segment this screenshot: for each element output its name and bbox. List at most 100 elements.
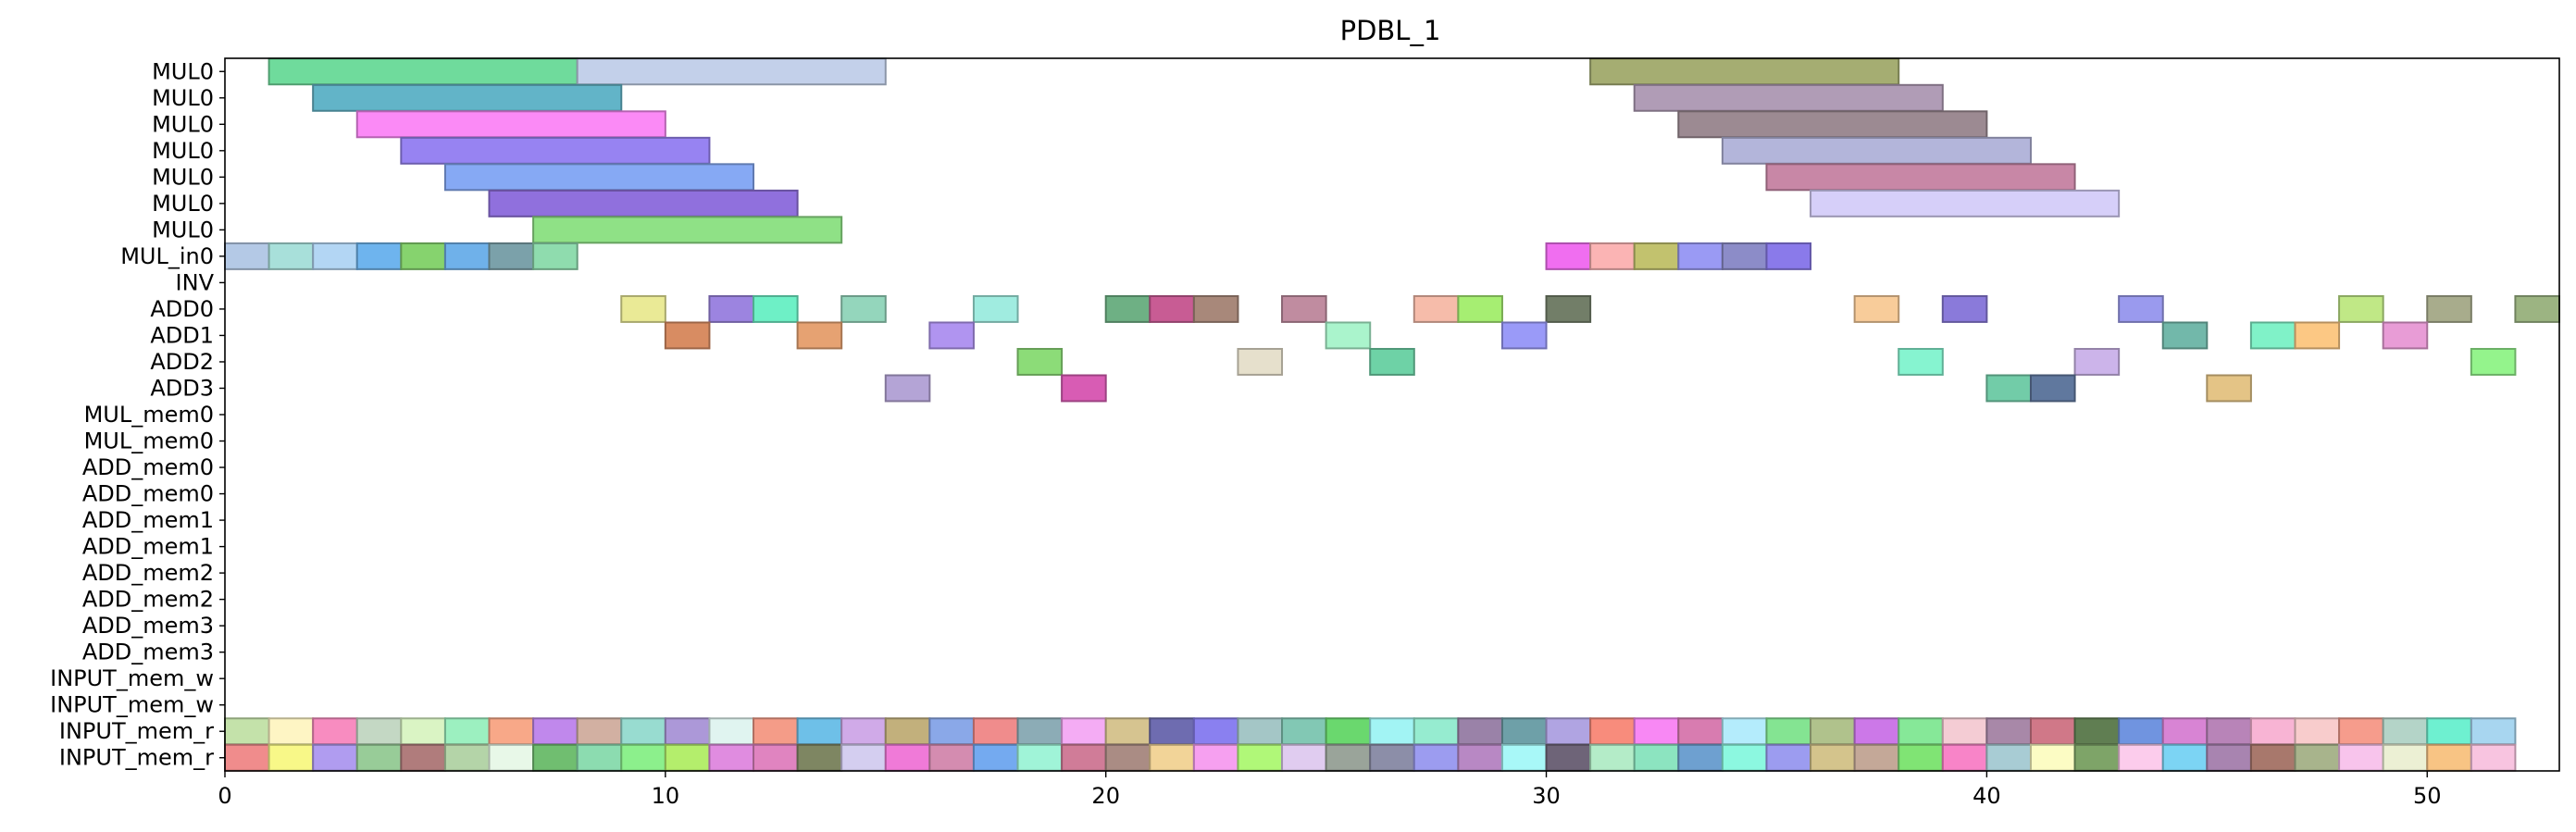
y-tick-label: MUL0 xyxy=(152,58,214,84)
bar-input-mem-r xyxy=(2249,717,2296,746)
bar-add0 xyxy=(620,294,666,323)
bar-add1 xyxy=(2382,321,2429,350)
y-tick-label: ADD_mem2 xyxy=(82,587,214,613)
y-tick-label: ADD_mem0 xyxy=(82,481,214,507)
bar-add0 xyxy=(2338,294,2384,323)
bar-input-mem-r xyxy=(268,717,315,746)
y-tick-label: MUL0 xyxy=(152,85,214,111)
bar-mul0 xyxy=(1765,163,2076,192)
bar-input-mem-r xyxy=(620,743,666,772)
bar-input-mem-r xyxy=(488,717,535,746)
bar-add0 xyxy=(1192,294,1239,323)
bar-input-mem-r xyxy=(224,717,270,746)
bar-input-mem-r xyxy=(2206,743,2252,772)
bar-input-mem-r xyxy=(972,717,1019,746)
x-tick-label: 40 xyxy=(1972,783,2001,809)
bar-input-mem-r xyxy=(2470,717,2517,746)
bar-add1 xyxy=(2161,321,2209,350)
bar-input-mem-r xyxy=(884,743,931,772)
bar-input-mem-r xyxy=(1589,743,1636,772)
bar-mul-in0 xyxy=(268,242,315,270)
y-tick-label: MUL0 xyxy=(152,138,214,164)
bar-input-mem-r xyxy=(1545,717,1592,746)
bar-add3 xyxy=(1985,374,2032,403)
bar-mul-in0 xyxy=(1545,242,1592,270)
bar-add0 xyxy=(1457,294,1503,323)
bar-input-mem-r xyxy=(1192,717,1239,746)
bar-input-mem-r xyxy=(1677,743,1724,772)
bar-input-mem-r xyxy=(443,743,491,772)
bar-input-mem-r xyxy=(443,717,491,746)
bar-input-mem-r xyxy=(2470,743,2517,772)
bar-input-mem-r xyxy=(2161,743,2209,772)
bar-input-mem-r xyxy=(576,743,623,772)
bar-mul0 xyxy=(488,189,799,217)
y-tick-label: ADD_mem3 xyxy=(82,613,214,639)
bar-input-mem-r xyxy=(1457,717,1503,746)
bar-input-mem-r xyxy=(1412,743,1460,772)
bar-input-mem-r xyxy=(268,743,315,772)
bar-input-mem-r xyxy=(708,743,755,772)
bar-input-mem-r xyxy=(753,743,799,772)
y-tick-label: MUL_mem0 xyxy=(84,428,214,454)
bar-input-mem-r xyxy=(2382,717,2429,746)
bar-input-mem-r xyxy=(1765,743,1812,772)
bar-input-mem-r xyxy=(1061,743,1107,772)
bar-input-mem-r xyxy=(532,743,579,772)
bar-add0 xyxy=(1545,294,1592,323)
bar-input-mem-r xyxy=(1589,717,1636,746)
bar-add0 xyxy=(1853,294,1900,323)
bar-input-mem-r xyxy=(1325,743,1372,772)
bar-input-mem-r xyxy=(355,717,403,746)
bar-input-mem-r xyxy=(1765,717,1812,746)
bar-input-mem-r xyxy=(928,717,975,746)
bar-input-mem-r xyxy=(620,717,666,746)
bar-mul-in0 xyxy=(224,242,270,270)
bar-input-mem-r xyxy=(1545,743,1592,772)
bar-input-mem-r xyxy=(2294,717,2341,746)
bar-mul0 xyxy=(1677,110,1988,139)
bar-input-mem-r xyxy=(488,743,535,772)
bar-input-mem-r xyxy=(1149,743,1195,772)
x-tick-label: 20 xyxy=(1091,783,1120,809)
bar-input-mem-r xyxy=(1104,717,1151,746)
bar-input-mem-r xyxy=(532,717,579,746)
bar-mul0 xyxy=(532,216,843,244)
y-tick-label: ADD_mem0 xyxy=(82,454,214,480)
bar-input-mem-r xyxy=(2073,717,2121,746)
bar-input-mem-r xyxy=(2118,743,2164,772)
bar-mul-in0 xyxy=(1721,242,1768,270)
bar-mul-in0 xyxy=(1677,242,1724,270)
bar-add0 xyxy=(972,294,1019,323)
bars-layer xyxy=(224,57,2560,772)
bar-add2 xyxy=(2470,347,2517,376)
bar-mul0 xyxy=(268,57,579,86)
bar-input-mem-r xyxy=(1853,743,1900,772)
bar-input-mem-r xyxy=(1369,717,1415,746)
y-tick-label: ADD2 xyxy=(150,349,214,375)
bar-input-mem-r xyxy=(1898,743,1944,772)
y-tick-label: INPUT_mem_r xyxy=(59,745,214,771)
y-tick-label: INPUT_mem_w xyxy=(50,692,214,718)
bar-add2 xyxy=(1016,347,1064,376)
y-tick-label: INPUT_mem_r xyxy=(59,718,214,744)
bar-input-mem-r xyxy=(1853,717,1900,746)
bar-add3 xyxy=(884,374,931,403)
bar-input-mem-r xyxy=(1325,717,1372,746)
bar-add0 xyxy=(1941,294,1988,323)
bar-add0 xyxy=(708,294,755,323)
bar-input-mem-r xyxy=(1985,743,2032,772)
bar-input-mem-r xyxy=(224,743,270,772)
bar-input-mem-r xyxy=(1985,717,2032,746)
bar-input-mem-r xyxy=(1941,717,1988,746)
bar-input-mem-r xyxy=(753,717,799,746)
bar-input-mem-r xyxy=(972,743,1019,772)
bar-input-mem-r xyxy=(1810,743,1856,772)
bar-add1 xyxy=(1500,321,1548,350)
bar-mul0 xyxy=(355,110,666,139)
plot-frame xyxy=(224,57,2560,772)
bar-input-mem-r xyxy=(1104,743,1151,772)
y-tick-label: MUL0 xyxy=(152,217,214,242)
bar-input-mem-r xyxy=(796,717,843,746)
bar-input-mem-r xyxy=(1898,717,1944,746)
